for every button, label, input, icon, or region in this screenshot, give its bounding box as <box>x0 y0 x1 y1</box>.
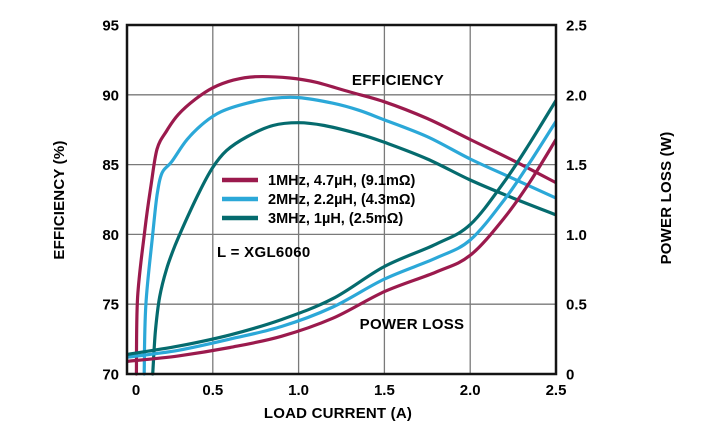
curve-layer <box>126 75 557 376</box>
left-tick-label: 95 <box>102 18 119 35</box>
efficiency-3mhz-curve <box>151 121 557 376</box>
inductor-note: L = XGL6060 <box>217 244 311 261</box>
tick-labels: 0 0.5 1.0 1.5 2.0 2.5 70 75 80 85 90 95 0 0.5 1.0 1.5 2.… <box>102 18 587 400</box>
legend-label-3mhz: 3MHz, 1µH, (2.5mΩ) <box>268 211 403 227</box>
x-axis-title: LOAD CURRENT (A) <box>264 405 412 422</box>
left-tick-label: 75 <box>102 297 119 314</box>
x-tick-label: 2.0 <box>460 382 481 399</box>
legend-item-1mhz: 1MHz, 4.7µH, (9.1mΩ) <box>222 173 415 189</box>
legend: 1MHz, 4.7µH, (9.1mΩ) 2MHz, 2.2µH, (4.3mΩ… <box>222 173 415 227</box>
right-axis-title: POWER LOSS (W) <box>658 132 675 265</box>
right-tick-label: 2.5 <box>566 18 587 35</box>
left-tick-label: 80 <box>102 227 119 244</box>
legend-item-3mhz: 3MHz, 1µH, (2.5mΩ) <box>222 211 403 227</box>
left-axis-title: EFFICIENCY (%) <box>51 140 68 259</box>
power-loss-3mhz-curve <box>126 98 557 357</box>
left-tick-label: 90 <box>102 87 119 104</box>
left-tick-label: 70 <box>102 367 119 384</box>
x-tick-label: 2.5 <box>546 382 567 399</box>
legend-item-2mhz: 2MHz, 2.2µH, (4.3mΩ) <box>222 192 415 208</box>
x-tick-label: 0.5 <box>202 382 223 399</box>
efficiency-1mhz-curve <box>134 75 557 376</box>
right-tick-label: 2.0 <box>566 87 587 104</box>
right-tick-label: 1.0 <box>566 227 587 244</box>
x-tick-label: 1.0 <box>288 382 309 399</box>
plot-border <box>125 23 558 376</box>
power-loss-annotation: POWER LOSS <box>360 316 465 333</box>
legend-label-2mhz: 2MHz, 2.2µH, (4.3mΩ) <box>268 192 415 208</box>
x-tick-label: 1.5 <box>374 382 395 399</box>
power-loss-1mhz-curve <box>126 137 557 363</box>
right-tick-label: 0 <box>566 367 574 384</box>
x-tick-label: 0 <box>132 382 140 399</box>
legend-label-1mhz: 1MHz, 4.7µH, (9.1mΩ) <box>268 173 415 189</box>
efficiency-2mhz-curve <box>142 95 557 376</box>
right-tick-label: 0.5 <box>566 297 587 314</box>
efficiency-annotation: EFFICIENCY <box>352 72 444 89</box>
left-tick-label: 85 <box>102 157 119 174</box>
power-loss-2mhz-curve <box>126 119 557 359</box>
right-tick-label: 1.5 <box>566 157 587 174</box>
